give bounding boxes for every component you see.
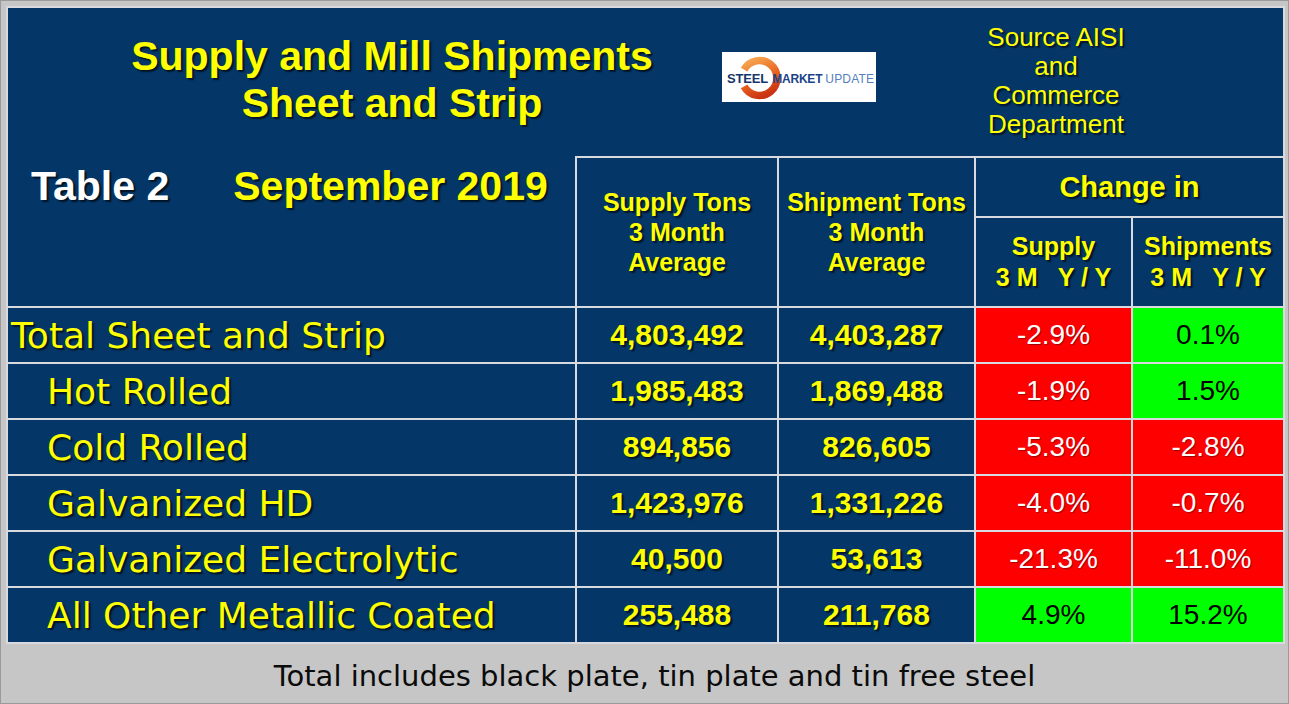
slide: Supply and Mill Shipments Sheet and Stri… xyxy=(0,0,1289,704)
table-row: All Other Metallic Coated 255,488 211,76… xyxy=(8,586,1283,642)
shipments-change-cell: -2.8% xyxy=(1131,420,1283,474)
supply-change-cell: -1.9% xyxy=(974,364,1131,418)
column-header-change-group: Change in Supply 3 M Y / Y Shipments 3 M… xyxy=(976,158,1283,306)
column-header-shipment-tons: Shipment Tons 3 Month Average xyxy=(779,158,976,306)
supply-value: 1,985,483 xyxy=(575,364,777,418)
title-line-2: Sheet and Strip xyxy=(38,80,746,127)
row-label: Cold Rolled xyxy=(8,420,575,474)
table-header: Supply Tons 3 Month Average Shipment Ton… xyxy=(575,156,1283,306)
row-label: Hot Rolled xyxy=(8,364,575,418)
shipments-change-cell: -11.0% xyxy=(1131,532,1283,586)
supply-change-cell: -5.3% xyxy=(974,420,1131,474)
logo-word-steel: STEEL xyxy=(727,71,768,86)
supply-value: 4,803,492 xyxy=(575,308,777,362)
shipments-value: 826,605 xyxy=(777,420,974,474)
title-line-1: Supply and Mill Shipments xyxy=(38,33,746,80)
steel-market-update-logo: STEEL MARKET UPDATE xyxy=(722,52,876,102)
supply-change-cell: -2.9% xyxy=(974,308,1131,362)
shipments-change-cell: 15.2% xyxy=(1131,588,1283,642)
shipments-value: 1,869,488 xyxy=(777,364,974,418)
table-row: Galvanized Electrolytic 40,500 53,613 -2… xyxy=(8,530,1283,586)
logo-word-update: UPDATE xyxy=(825,72,874,86)
main-panel: Supply and Mill Shipments Sheet and Stri… xyxy=(6,6,1285,644)
shipments-change-cell: 1.5% xyxy=(1131,364,1283,418)
shipments-change-cell: 0.1% xyxy=(1131,308,1283,362)
page-title: Supply and Mill Shipments Sheet and Stri… xyxy=(38,33,746,127)
supply-change-cell: -21.3% xyxy=(974,532,1131,586)
shipments-value: 1,331,226 xyxy=(777,476,974,530)
table-body: Total Sheet and Strip 4,803,492 4,403,28… xyxy=(8,306,1283,642)
supply-change-cell: 4.9% xyxy=(974,588,1131,642)
column-header-change-in: Change in xyxy=(976,158,1283,218)
footnote: Total includes black plate, tin plate an… xyxy=(1,646,1289,704)
supply-value: 894,856 xyxy=(575,420,777,474)
table-row: Galvanized HD 1,423,976 1,331,226 -4.0% … xyxy=(8,474,1283,530)
column-header-supply-tons: Supply Tons 3 Month Average xyxy=(577,158,779,306)
row-label: Galvanized Electrolytic xyxy=(8,532,575,586)
row-label: Total Sheet and Strip xyxy=(8,308,575,362)
column-header-change-supply: Supply 3 M Y / Y xyxy=(976,218,1133,306)
supply-value: 255,488 xyxy=(575,588,777,642)
row-label: Galvanized HD xyxy=(8,476,575,530)
row-label: All Other Metallic Coated xyxy=(8,588,575,642)
column-header-change-shipments: Shipments 3 M Y / Y xyxy=(1133,218,1283,306)
supply-value: 40,500 xyxy=(575,532,777,586)
supply-change-cell: -4.0% xyxy=(974,476,1131,530)
supply-value: 1,423,976 xyxy=(575,476,777,530)
table-row: Total Sheet and Strip 4,803,492 4,403,28… xyxy=(8,306,1283,362)
shipments-value: 4,403,287 xyxy=(777,308,974,362)
table-row: Hot Rolled 1,985,483 1,869,488 -1.9% 1.5… xyxy=(8,362,1283,418)
shipments-change-cell: -0.7% xyxy=(1131,476,1283,530)
source-note: Source AISI and Commerce Department xyxy=(946,23,1166,139)
shipments-value: 211,768 xyxy=(777,588,974,642)
logo-text: STEEL MARKET UPDATE xyxy=(727,55,876,102)
shipments-value: 53,613 xyxy=(777,532,974,586)
table-row: Cold Rolled 894,856 826,605 -5.3% -2.8% xyxy=(8,418,1283,474)
logo-word-market: MARKET xyxy=(772,72,822,86)
